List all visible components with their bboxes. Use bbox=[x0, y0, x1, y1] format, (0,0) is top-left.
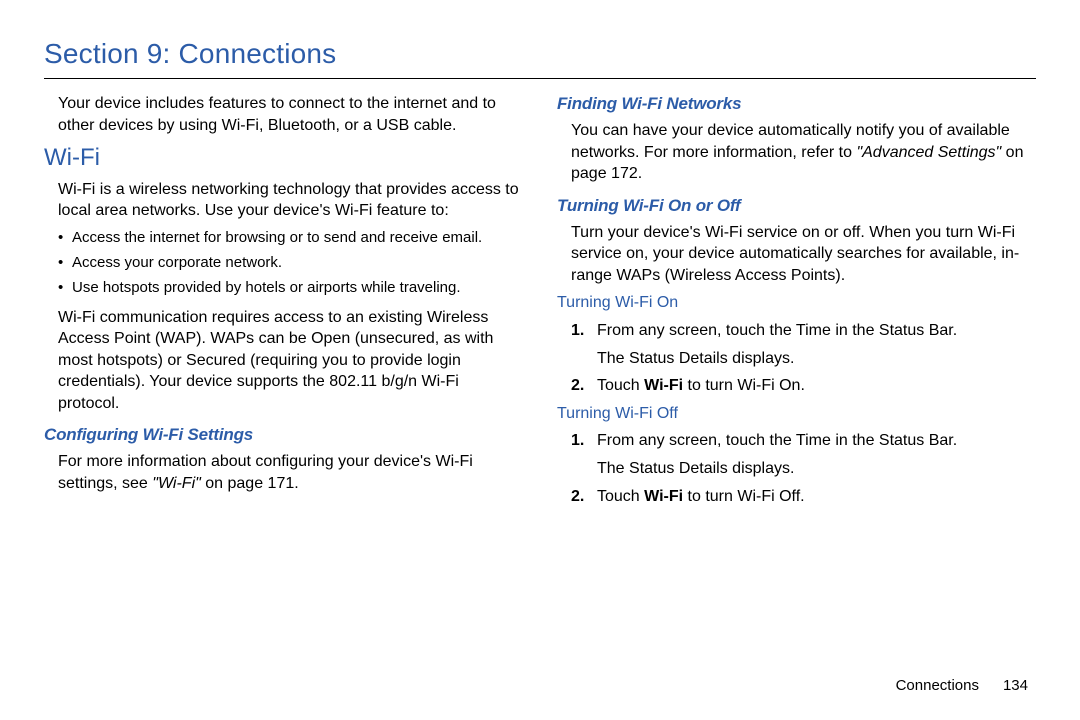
wifi-reference-italic: "Wi-Fi" bbox=[152, 475, 205, 492]
right-column: Finding Wi-Fi Networks You can have your… bbox=[557, 93, 1036, 513]
step-text: to turn Wi-Fi On. bbox=[683, 377, 805, 394]
finding-networks-heading: Finding Wi-Fi Networks bbox=[557, 93, 1036, 116]
list-item: 2. Touch Wi-Fi to turn Wi-Fi On. bbox=[571, 375, 1036, 397]
step-text: Touch bbox=[597, 377, 644, 394]
configuring-paragraph: For more information about configuring y… bbox=[44, 451, 523, 494]
wifi-paragraph-1: Wi-Fi is a wireless networking technolog… bbox=[44, 179, 523, 222]
wifi-bold: Wi-Fi bbox=[644, 377, 683, 394]
turning-paragraph: Turn your device's Wi-Fi service on or o… bbox=[557, 222, 1036, 287]
wifi-bold: Wi-Fi bbox=[644, 488, 683, 505]
turning-off-steps: 1. From any screen, touch the Time in th… bbox=[557, 430, 1036, 507]
step-text: From any screen, touch the Time in the S… bbox=[597, 432, 957, 449]
list-item: Use hotspots provided by hotels or airpo… bbox=[58, 278, 523, 298]
footer-page-number: 134 bbox=[1003, 677, 1028, 694]
list-item: 2. Touch Wi-Fi to turn Wi-Fi Off. bbox=[571, 486, 1036, 508]
step-number: 1. bbox=[571, 430, 584, 452]
step-subtext: The Status Details displays. bbox=[597, 348, 1036, 370]
step-number: 2. bbox=[571, 375, 584, 397]
advanced-settings-italic: "Advanced Settings" bbox=[856, 144, 1005, 161]
text-run: on page 171. bbox=[205, 475, 298, 492]
wifi-bullet-list: Access the internet for browsing or to s… bbox=[44, 228, 523, 299]
turning-on-heading: Turning Wi-Fi On bbox=[557, 292, 1036, 314]
finding-paragraph: You can have your device automatically n… bbox=[557, 120, 1036, 185]
two-column-layout: Your device includes features to connect… bbox=[44, 93, 1036, 513]
page-footer: Connections 134 bbox=[896, 677, 1028, 694]
list-item: Access the internet for browsing or to s… bbox=[58, 228, 523, 248]
list-item: 1. From any screen, touch the Time in th… bbox=[571, 430, 1036, 479]
footer-section-label: Connections bbox=[896, 677, 979, 694]
turning-onoff-heading: Turning Wi-Fi On or Off bbox=[557, 195, 1036, 218]
turning-on-steps: 1. From any screen, touch the Time in th… bbox=[557, 320, 1036, 397]
step-text: From any screen, touch the Time in the S… bbox=[597, 322, 957, 339]
configuring-heading: Configuring Wi-Fi Settings bbox=[44, 424, 523, 447]
turning-off-heading: Turning Wi-Fi Off bbox=[557, 403, 1036, 425]
step-number: 1. bbox=[571, 320, 584, 342]
list-item: 1. From any screen, touch the Time in th… bbox=[571, 320, 1036, 369]
step-text: to turn Wi-Fi Off. bbox=[683, 488, 805, 505]
list-item: Access your corporate network. bbox=[58, 253, 523, 273]
wifi-heading: Wi-Fi bbox=[44, 142, 523, 174]
step-number: 2. bbox=[571, 486, 584, 508]
section-title: Section 9: Connections bbox=[44, 38, 1036, 79]
step-text: Touch bbox=[597, 488, 644, 505]
wifi-paragraph-2: Wi-Fi communication requires access to a… bbox=[44, 307, 523, 415]
step-subtext: The Status Details displays. bbox=[597, 458, 1036, 480]
intro-paragraph: Your device includes features to connect… bbox=[44, 93, 523, 136]
left-column: Your device includes features to connect… bbox=[44, 93, 523, 513]
